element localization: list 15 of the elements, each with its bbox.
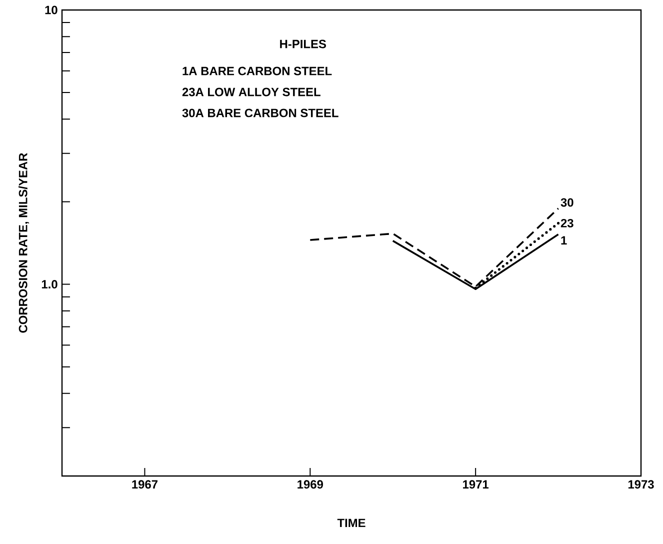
x-tick-label: 1973 bbox=[628, 480, 654, 489]
x-tick-label: 1969 bbox=[298, 480, 323, 489]
annotation: 30A BARE CARBON STEEL bbox=[182, 108, 338, 118]
annotation: 23A LOW ALLOY STEEL bbox=[182, 88, 320, 96]
x-tick-label: 1971 bbox=[463, 480, 489, 489]
annotation: 1A BARE CARBON STEEL bbox=[182, 66, 332, 76]
x-axis-title: TIME bbox=[337, 518, 366, 528]
x-tick-label: 1967 bbox=[132, 480, 158, 489]
series-label: 23 bbox=[560, 218, 574, 228]
y-tick-label: 1.0 bbox=[42, 280, 58, 288]
annotation: H-PILES bbox=[280, 40, 326, 48]
y-axis-title: CORROSION RATE, MILS/YEAR bbox=[18, 153, 30, 333]
series-label: 1 bbox=[561, 236, 567, 245]
series-label: 30 bbox=[560, 198, 574, 207]
y-tick-label: 10 bbox=[45, 6, 58, 14]
